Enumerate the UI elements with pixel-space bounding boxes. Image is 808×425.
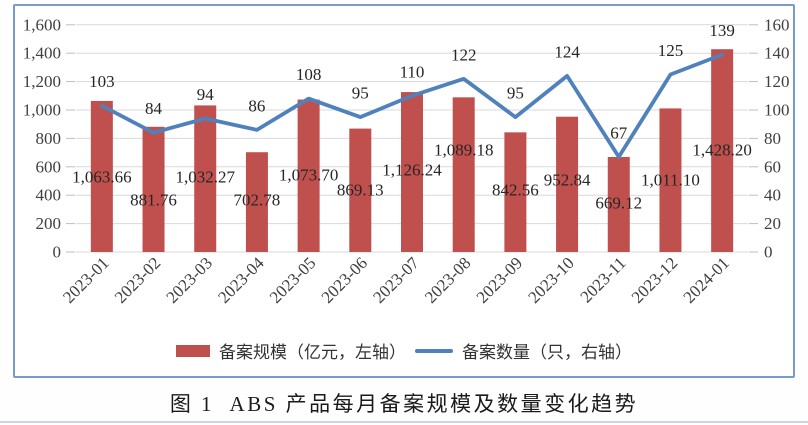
line-value-label-2023-09: 95 <box>507 84 524 103</box>
left-axis-tick-label: 0 <box>53 243 62 262</box>
count-line <box>99 52 725 159</box>
bar-2023-09 <box>504 132 527 252</box>
chart-canvas: 0 0 200 20 400 40 600 60 800 80 1,000 100 1,200 120 1,… <box>23 15 790 307</box>
line-series-swatch-icon <box>415 348 453 353</box>
bar-value-label-2023-04: 702.78 <box>234 191 281 210</box>
bar-2023-01 <box>90 100 113 252</box>
x-axis-label-2023-04: 2023-04 <box>214 253 268 307</box>
bar-value-label-2023-11: 669.12 <box>595 194 642 213</box>
bar-value-label-2023-01: 1,063.66 <box>72 168 132 187</box>
bar-value-label-2023-07: 1,126.24 <box>382 161 442 180</box>
bar-value-label-2023-03: 1,032.27 <box>175 168 235 187</box>
right-axis-tick-label: 0 <box>764 243 773 262</box>
x-axis-label-2023-12: 2023-12 <box>628 253 682 307</box>
line-value-label-2023-08: 122 <box>451 45 477 64</box>
left-axis-tick-label: 400 <box>36 186 62 205</box>
right-axis-tick-label: 60 <box>764 157 781 176</box>
line-value-label-2023-06: 95 <box>352 84 369 103</box>
line-value-label-2023-03: 94 <box>197 85 215 104</box>
bar-value-label-2023-12: 1,011.10 <box>641 171 700 190</box>
left-axis-tick-label: 800 <box>36 129 62 148</box>
left-axis-tick-label: 200 <box>36 214 62 233</box>
right-axis-tick-label: 40 <box>764 186 781 205</box>
x-axis-label-2023-07: 2023-07 <box>369 253 423 307</box>
left-axis-tick-label: 600 <box>36 157 62 176</box>
x-axis-label-2023-11: 2023-11 <box>577 253 630 306</box>
right-axis-tick-label: 160 <box>764 15 790 34</box>
bar-2023-07 <box>401 92 423 253</box>
x-axis-label-2023-09: 2023-09 <box>473 253 527 307</box>
line-value-label-2023-04: 86 <box>248 96 265 115</box>
bar-value-label-2023-02: 881.76 <box>130 191 177 210</box>
bar-2024-01 <box>711 49 734 252</box>
line-value-label-2023-05: 108 <box>296 65 322 84</box>
bar-value-label-2023-09: 842.56 <box>492 181 539 200</box>
x-axis-label-2023-06: 2023-06 <box>318 253 372 307</box>
bar-2023-12 <box>659 108 682 252</box>
right-axis-tick-label: 120 <box>764 72 790 91</box>
line-value-label-2023-02: 84 <box>145 99 163 118</box>
line-value-label-2023-11: 67 <box>610 123 628 142</box>
left-axis-tick-label: 1,200 <box>23 72 61 91</box>
line-value-label-2024-01: 139 <box>709 21 735 40</box>
bar-value-label-2023-08: 1,089.18 <box>434 141 494 160</box>
x-axis-label-2023-03: 2023-03 <box>163 253 217 307</box>
line-value-label-2023-12: 125 <box>658 41 684 60</box>
x-axis-label-2023-02: 2023-02 <box>111 253 165 307</box>
x-axis-label-2023-10: 2023-10 <box>524 253 578 307</box>
bar-2023-02 <box>142 126 165 252</box>
x-axis-label-2023-01: 2023-01 <box>59 253 113 307</box>
bar-value-label-2024-01: 1,428.20 <box>692 141 752 160</box>
figure-caption: 图 1 ABS 产品每月备案规模及数量变化趋势 <box>169 392 639 416</box>
x-axis-label-2024-01: 2024-01 <box>679 253 733 307</box>
chart-legend: 备案规模（亿元，左轴） 备案数量（只，右轴） <box>15 338 793 363</box>
right-axis-tick-label: 100 <box>764 101 790 120</box>
legend-item-scale: 备案规模（亿元，左轴） <box>176 338 406 363</box>
bar-value-label-2023-05: 1,073.70 <box>279 166 339 185</box>
bar-2023-06 <box>349 128 372 252</box>
bar-2023-11 <box>607 156 630 252</box>
x-axis-label-2023-08: 2023-08 <box>421 253 475 307</box>
right-axis-tick-label: 140 <box>764 44 790 63</box>
left-axis-tick-label: 1,600 <box>23 15 61 34</box>
right-axis-tick-label: 80 <box>764 129 781 148</box>
bar-series-swatch-icon <box>176 344 210 357</box>
bottom-divider <box>0 421 808 423</box>
right-axis-tick-label: 20 <box>764 214 781 233</box>
bar-2023-05 <box>297 99 320 252</box>
abs-monthly-chart: 0 0 200 20 400 40 600 60 800 80 1,000 100 1,200 120 1,… <box>13 4 795 378</box>
line-value-label-2023-10: 124 <box>554 42 580 61</box>
legend-label-count: 备案数量（只，右轴） <box>462 343 632 362</box>
bar-2023-08 <box>452 97 475 252</box>
bar-2023-10 <box>556 116 579 252</box>
left-axis-tick-label: 1,000 <box>23 101 61 120</box>
line-value-label-2023-07: 110 <box>400 62 425 81</box>
x-axis-label-2023-05: 2023-05 <box>266 253 320 307</box>
bar-2023-03 <box>194 105 217 252</box>
legend-item-count: 备案数量（只，右轴） <box>415 338 632 363</box>
legend-label-scale: 备案规模（亿元，左轴） <box>219 343 406 362</box>
bar-2023-04 <box>245 152 268 252</box>
bar-value-label-2023-06: 869.13 <box>337 181 384 200</box>
bar-value-label-2023-10: 952.84 <box>544 171 591 190</box>
line-value-label-2023-01: 103 <box>89 72 115 91</box>
left-axis-tick-label: 1,400 <box>23 44 61 63</box>
